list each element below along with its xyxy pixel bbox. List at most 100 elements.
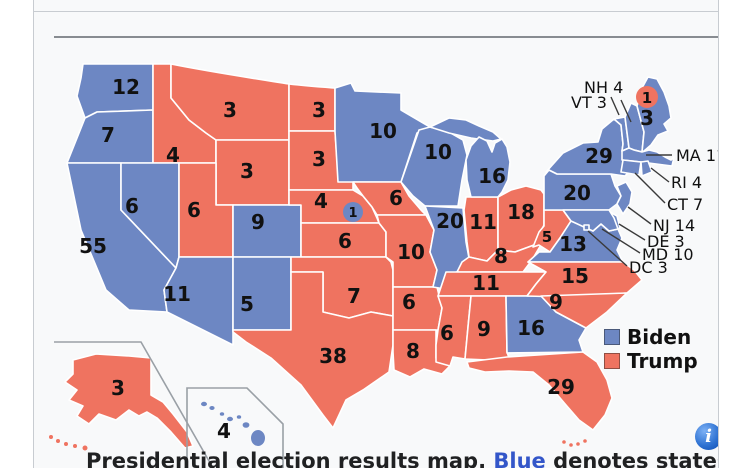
electoral-college-map[interactable]: 12 7 55 6 4 3 3 6 9 11 5 3 3 4 6 7 38 10…: [34, 0, 718, 468]
label-vt: VT 3: [571, 93, 607, 112]
ev-mn: 10: [369, 119, 397, 143]
info-icon-glyph: i: [705, 426, 712, 447]
label-md: MD 10: [642, 245, 694, 264]
ev-ca: 55: [79, 234, 107, 258]
legend-label-trump: Trump: [627, 349, 698, 373]
ev-nv: 6: [125, 194, 139, 218]
biden-color-swatch: [604, 329, 620, 345]
state-alaska: [64, 353, 194, 449]
leader-vt: [610, 96, 620, 116]
state-connecticut: [620, 159, 642, 176]
hawaii-inset-border: [186, 387, 284, 468]
ev-ks: 6: [338, 229, 352, 253]
state-south-carolina: [540, 292, 628, 329]
map-legend: Biden Trump: [604, 325, 698, 373]
state-rhode-island: [640, 160, 653, 177]
state-arkansas: [392, 286, 443, 331]
state-hawaii: [201, 401, 265, 446]
caption-text-after: denotes states won by Biden/Harris and r…: [553, 449, 718, 468]
ev-ne: 4: [314, 189, 328, 213]
state-new-jersey: [616, 181, 633, 215]
leader-ri: [650, 167, 670, 183]
ev-wa: 12: [112, 75, 140, 99]
ev-sc: 9: [549, 290, 563, 314]
ev-az: 11: [163, 282, 191, 306]
ev-ia: 6: [389, 186, 403, 210]
ev-sd: 3: [312, 147, 326, 171]
state-maryland: [562, 209, 619, 232]
state-colorado: [232, 204, 302, 258]
ev-wv: 5: [542, 228, 552, 246]
ev-ga: 16: [517, 316, 545, 340]
state-montana: [170, 63, 290, 141]
ev-il: 20: [436, 209, 464, 233]
leader-nj: [627, 206, 652, 225]
ev-me2: 1: [642, 89, 652, 107]
ev-oh: 18: [507, 200, 535, 224]
small-state-labels: NH 4 VT 3 MA 11 RI 4 CT 7 NJ 14 DE 3 MD …: [571, 78, 718, 277]
ev-ne2: 1: [348, 206, 357, 221]
florida-keys: [562, 439, 587, 447]
label-nh: NH 4: [584, 78, 623, 97]
ev-la: 8: [406, 339, 420, 363]
trump-color-swatch: [604, 353, 620, 369]
ev-hi: 4: [217, 419, 231, 443]
alaska-aleutian-islands: [49, 435, 88, 451]
state-florida: [466, 351, 613, 431]
ev-nc: 15: [561, 264, 589, 288]
ev-tn: 11: [472, 271, 500, 295]
label-ct: CT 7: [667, 195, 703, 214]
caption-link-blue[interactable]: Blue: [493, 449, 546, 468]
ev-ak: 3: [111, 376, 125, 400]
info-icon[interactable]: i: [695, 423, 718, 450]
label-nj: NJ 14: [653, 216, 695, 235]
label-de: DE 3: [647, 232, 685, 251]
ev-mi: 16: [478, 164, 506, 188]
ev-al: 9: [477, 317, 491, 341]
nebraska-district-2-circle: [343, 202, 363, 222]
state-texas: [232, 271, 394, 429]
infobox-row-divider: [34, 11, 718, 12]
label-dc: DC 3: [629, 258, 668, 277]
label-ri: RI 4: [671, 173, 702, 192]
ev-me: 3: [640, 106, 654, 130]
leader-md: [601, 228, 641, 254]
ev-nm: 5: [240, 292, 254, 316]
label-ma: MA 11: [676, 146, 718, 165]
ev-or: 7: [101, 123, 115, 147]
ev-ok: 7: [347, 284, 361, 308]
legend-label-biden: Biden: [627, 325, 692, 349]
ev-wy: 3: [240, 159, 254, 183]
ev-ky: 8: [494, 244, 508, 268]
map-caption: Presidential election results map. Blue …: [86, 449, 718, 468]
leader-de: [618, 223, 646, 241]
leader-ct: [634, 172, 666, 204]
infobox-section-rule: [54, 36, 718, 38]
alaska-inset-border: [54, 341, 214, 468]
ev-tx: 38: [319, 344, 347, 368]
election-infobox: 12 7 55 6 4 3 3 6 9 11 5 3 3 4 6 7 38 10…: [33, 0, 719, 468]
state-michigan-up: [429, 117, 502, 142]
ev-va: 13: [559, 232, 587, 256]
state-dc: [583, 224, 590, 231]
legend-row-biden: Biden: [604, 325, 698, 349]
leader-dc: [587, 230, 628, 267]
ev-ut: 6: [187, 198, 201, 222]
ev-wi: 10: [424, 140, 452, 164]
ev-ms: 6: [440, 321, 454, 345]
state-michigan: [465, 136, 511, 198]
ev-ar: 6: [402, 290, 416, 314]
ev-pa: 20: [563, 181, 591, 205]
legend-row-trump: Trump: [604, 349, 698, 373]
leader-nh: [620, 99, 632, 123]
ev-mo: 10: [397, 240, 425, 264]
caption-text-before: Presidential election results map.: [86, 449, 494, 468]
maine-district-2-circle: [636, 86, 658, 108]
ev-mt: 3: [223, 98, 237, 122]
ev-id: 4: [166, 143, 180, 167]
ev-fl: 29: [547, 375, 575, 399]
ev-nd: 3: [312, 98, 326, 122]
ev-co: 9: [251, 210, 265, 234]
ev-in: 11: [469, 210, 497, 234]
